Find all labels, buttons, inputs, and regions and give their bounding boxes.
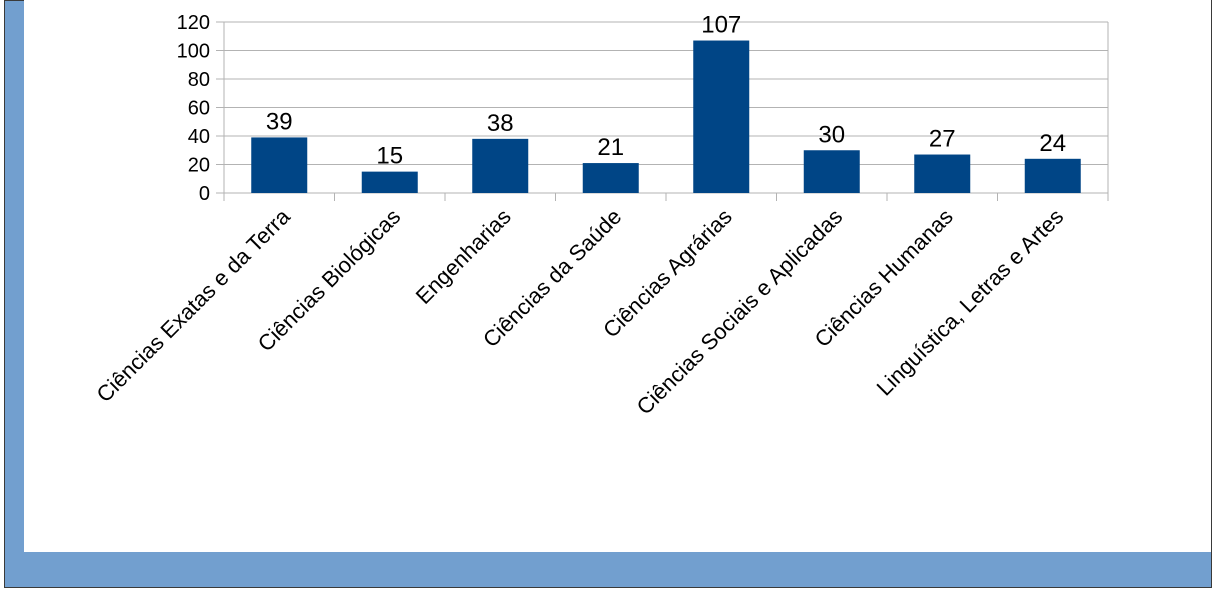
category-label: Ciências Sociais e Aplicadas (632, 204, 848, 420)
chart-panel (24, 0, 1211, 552)
data-labels: 39 15 38 21 107 30 27 24 (266, 12, 1066, 170)
y-tick-label: 120 (177, 12, 210, 34)
data-label: 15 (376, 143, 403, 170)
data-label: 21 (597, 134, 624, 161)
y-tick-label: 100 (177, 41, 210, 63)
category-label: Ciências Exatas e da Terra (91, 203, 295, 407)
bar (361, 171, 418, 193)
y-tick-label: 80 (188, 69, 210, 91)
data-label: 107 (701, 12, 741, 39)
data-label: 30 (818, 121, 845, 148)
y-tick-label: 60 (188, 98, 210, 120)
category-label: Engenharias (411, 204, 516, 309)
data-label: 38 (487, 110, 514, 137)
bar (803, 150, 860, 193)
gridlines (216, 21, 1108, 194)
y-tick-label: 20 (188, 155, 210, 177)
category-label: Linguística, Letras e Artes (872, 204, 1069, 401)
bars (251, 40, 1081, 194)
data-label: 27 (929, 126, 956, 153)
bar (472, 138, 529, 193)
axes: 0 20 40 60 80 100 120 (177, 12, 1109, 205)
bar (251, 137, 308, 193)
data-label: 24 (1039, 130, 1066, 157)
bar (582, 163, 639, 193)
bar (914, 154, 971, 193)
data-label: 39 (266, 108, 293, 135)
y-tick-label: 0 (199, 183, 210, 205)
bar (693, 40, 750, 194)
bar (1024, 158, 1081, 193)
y-tick-label: 40 (188, 126, 210, 148)
